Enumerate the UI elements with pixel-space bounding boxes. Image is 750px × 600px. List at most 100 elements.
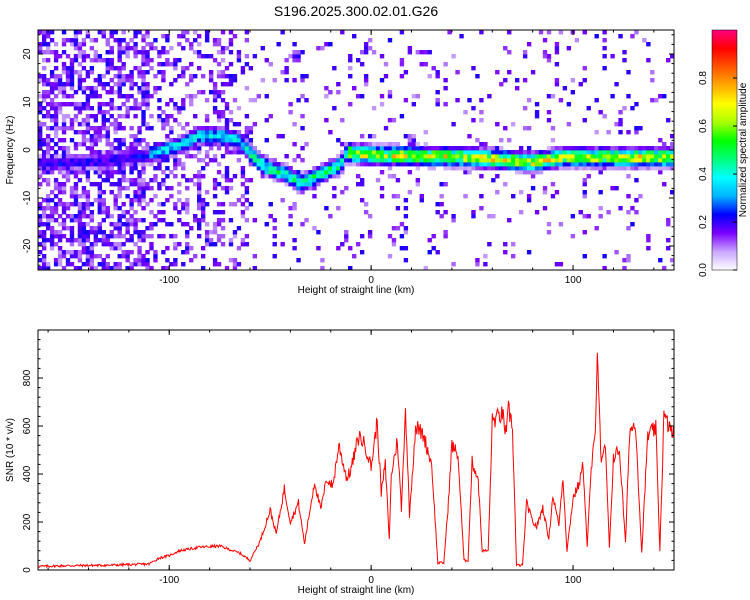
heatmap-cell: [53, 58, 59, 63]
heatmap-cell: [45, 34, 51, 39]
heatmap-cell: [113, 126, 118, 131]
heatmap-cell: [419, 194, 424, 199]
heatmap-cell: [125, 94, 130, 99]
heatmap-cell: [73, 154, 79, 159]
heatmap-cell: [216, 38, 222, 43]
heatmap-cell: [336, 154, 341, 159]
heatmap-cell: [232, 262, 238, 267]
heatmap-cell: [522, 158, 528, 163]
heatmap-cell: [141, 86, 146, 91]
heatmap-cell: [85, 258, 91, 263]
heatmap-cell: [93, 198, 99, 203]
heatmap-cell: [542, 166, 548, 171]
heatmap-cell: [129, 154, 134, 159]
heatmap-cell: [77, 178, 83, 183]
heatmap-cell: [177, 198, 182, 203]
heatmap-cell: [622, 150, 627, 155]
heatmap-cell: [77, 110, 83, 115]
heatmap-cell: [666, 218, 671, 223]
heatmap-cell: [113, 150, 118, 155]
heatmap-cell: [216, 142, 222, 147]
heatmap-cell: [113, 118, 118, 123]
heatmap-cell: [85, 130, 91, 135]
heatmap-cell: [367, 142, 373, 147]
heatmap-cell: [348, 66, 353, 71]
heatmap-cell: [399, 158, 405, 163]
heatmap-cell: [117, 214, 122, 219]
heatmap-cell: [121, 222, 126, 227]
heatmap-cell: [141, 218, 146, 223]
heatmap-cell: [141, 238, 146, 243]
heatmap-cell: [93, 90, 99, 95]
heatmap-cell: [216, 210, 222, 215]
heatmap-cell: [137, 126, 142, 131]
heatmap-cell: [344, 162, 349, 167]
heatmap-cell: [204, 114, 210, 119]
heatmap-cell: [177, 106, 182, 111]
heatmap-cell: [69, 254, 75, 259]
heatmap-cell: [642, 162, 647, 167]
heatmap-cell: [435, 90, 440, 95]
heatmap-cell: [614, 154, 619, 159]
heatmap-cell: [427, 158, 432, 163]
heatmap-cell: [411, 146, 417, 151]
heatmap-cell: [590, 162, 595, 167]
heatmap-cell: [423, 158, 428, 163]
spectrogram-ytick-label: 10: [22, 96, 33, 108]
heatmap-cell: [522, 154, 528, 159]
heatmap-cell: [49, 82, 55, 87]
heatmap-cell: [117, 222, 122, 227]
heatmap-cell: [670, 154, 674, 159]
heatmap-cell: [248, 66, 254, 71]
heatmap-cell: [200, 134, 206, 139]
heatmap-cell: [220, 218, 226, 223]
heatmap-cell: [463, 110, 468, 115]
heatmap-cell: [670, 158, 674, 163]
heatmap-cell: [81, 106, 87, 111]
heatmap-cell: [97, 202, 102, 207]
heatmap-cell: [133, 82, 138, 87]
heatmap-cell: [133, 262, 138, 267]
heatmap-cell: [125, 194, 130, 199]
heatmap-cell: [208, 130, 214, 135]
heatmap-cell: [69, 38, 75, 43]
heatmap-cell: [65, 154, 71, 159]
heatmap-cell: [228, 38, 234, 43]
heatmap-cell: [57, 154, 63, 159]
heatmap-cell: [197, 170, 202, 175]
heatmap-cell: [89, 58, 95, 63]
heatmap-cell: [161, 46, 166, 51]
heatmap-cell: [85, 154, 91, 159]
heatmap-cell: [606, 158, 611, 163]
heatmap-cell: [153, 158, 158, 163]
heatmap-cell: [670, 146, 674, 151]
heatmap-cell: [137, 158, 142, 163]
heatmap-cell: [228, 258, 234, 263]
heatmap-cell: [141, 34, 146, 39]
heatmap-cell: [101, 202, 106, 207]
heatmap-cell: [129, 262, 134, 267]
heatmap-cell: [169, 114, 174, 119]
heatmap-cell: [89, 230, 95, 235]
heatmap-cell: [173, 150, 178, 155]
heatmap-cell: [185, 230, 190, 235]
heatmap-cell: [479, 158, 484, 163]
heatmap-cell: [49, 74, 55, 79]
heatmap-cell: [300, 94, 305, 99]
heatmap-cell: [220, 154, 226, 159]
heatmap-cell: [145, 30, 150, 35]
heatmap-cell: [650, 78, 655, 83]
heatmap-cell: [578, 82, 583, 87]
heatmap-cell: [324, 178, 329, 183]
heatmap-cell: [379, 94, 385, 99]
heatmap-cell: [97, 206, 102, 211]
heatmap-cell: [566, 150, 572, 155]
heatmap-cell: [153, 154, 158, 159]
heatmap-cell: [443, 86, 448, 91]
heatmap-cell: [212, 178, 218, 183]
heatmap-cell: [558, 222, 564, 227]
heatmap-cell: [546, 54, 552, 59]
heatmap-cell: [546, 110, 552, 115]
heatmap-cell: [165, 154, 170, 159]
